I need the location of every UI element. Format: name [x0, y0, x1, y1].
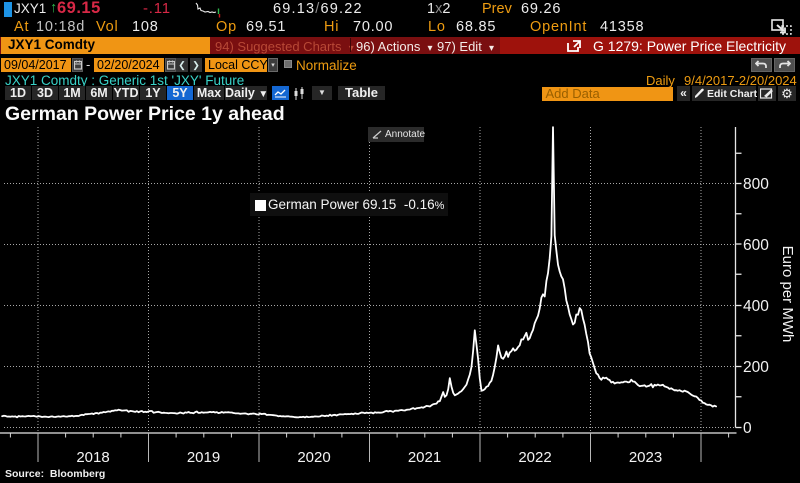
svg-text:200: 200: [743, 359, 769, 376]
svg-text:0: 0: [743, 420, 752, 437]
svg-text:600: 600: [743, 237, 769, 254]
svg-text:2021: 2021: [408, 449, 441, 466]
svg-text:800: 800: [743, 176, 769, 193]
svg-text:2020: 2020: [297, 449, 330, 466]
svg-text:2019: 2019: [187, 449, 220, 466]
svg-text:2018: 2018: [76, 449, 109, 466]
svg-text:Euro per MWh: Euro per MWh: [779, 246, 796, 343]
svg-text:400: 400: [743, 298, 769, 315]
svg-text:2022: 2022: [518, 449, 551, 466]
svg-text:2023: 2023: [629, 449, 662, 466]
